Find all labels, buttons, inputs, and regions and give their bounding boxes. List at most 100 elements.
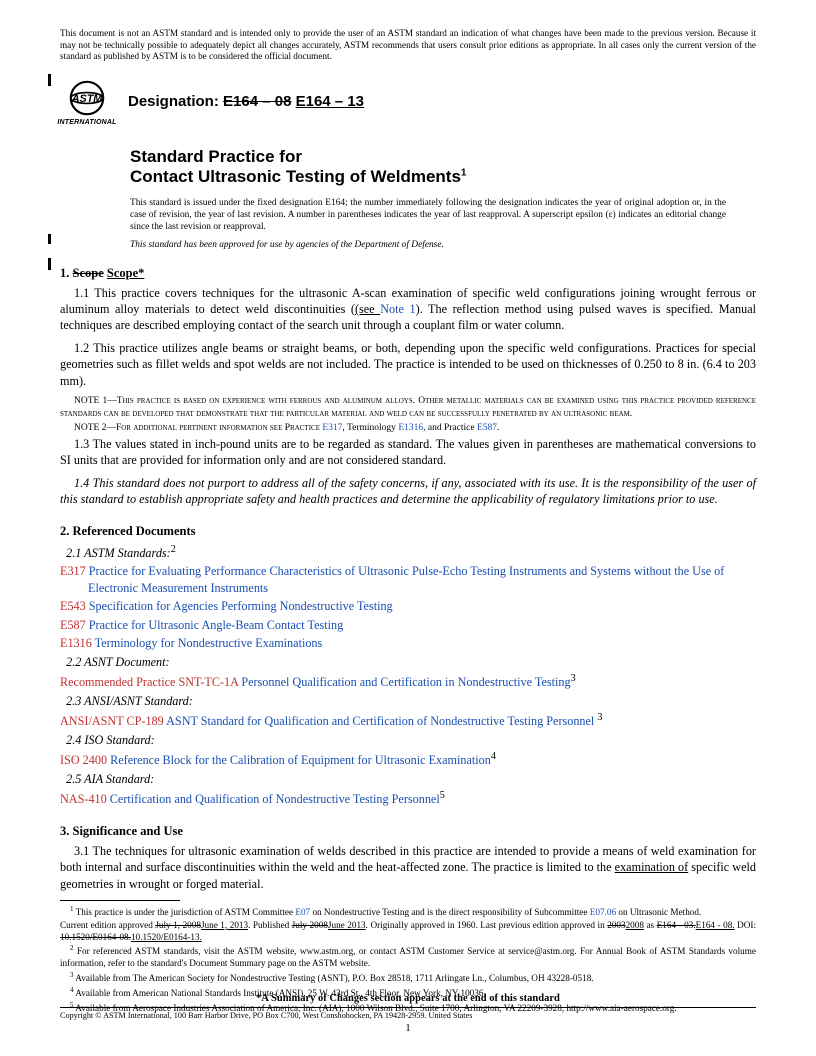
ref-iso-id: ISO 2400 (60, 753, 107, 767)
page-number: 1 (60, 1022, 756, 1034)
ref-nas-link[interactable]: Certification and Qualification of Nonde… (110, 792, 440, 806)
doc-header: ASTM INTERNATIONAL Designation: E164 – 0… (60, 75, 756, 129)
ref-nas-id: NAS-410 (60, 792, 107, 806)
ref-e317-link[interactable]: Practice for Evaluating Performance Char… (88, 564, 724, 594)
link-e587[interactable]: E587 (477, 423, 497, 433)
ref-cp189-link[interactable]: ASNT Standard for Qualification and Cert… (166, 714, 597, 728)
fn1b-u4: E164 - 08. (696, 920, 735, 930)
ref-2-2-label: 2.2 ASNT Document: (66, 655, 169, 669)
fn1b-s4: E164 - 03. (657, 920, 696, 930)
footnote-3: 3 Available from The American Society fo… (60, 971, 756, 985)
link-e1316[interactable]: E1316 (398, 423, 423, 433)
ref-2-3: 2.3 ANSI/ASNT Standard: (60, 693, 756, 709)
logo-label: INTERNATIONAL (57, 119, 116, 126)
ref-iso2400: ISO 2400 Reference Block for the Calibra… (60, 750, 756, 769)
ref-2-5-label: 2.5 AIA Standard: (66, 772, 154, 786)
ref-snt-link[interactable]: Personnel Qualification and Certificatio… (241, 675, 570, 689)
ref-e587: E587 Practice for Ultrasonic Angle-Beam … (60, 617, 756, 633)
designation-label: Designation: (128, 93, 219, 110)
title-line-1: Standard Practice for (130, 147, 756, 167)
ref-cp189: ANSI/ASNT CP-189 ASNT Standard for Quali… (60, 711, 756, 730)
change-bar (48, 258, 51, 270)
footnote-1: 1 This practice is under the jurisdictio… (60, 905, 756, 919)
note-2: NOTE 2—For additional pertinent informat… (60, 422, 756, 434)
ref-nas410: NAS-410 Certification and Qualification … (60, 789, 756, 808)
astm-logo-icon: ASTM (60, 77, 114, 119)
ref-e543-id: E543 (60, 599, 86, 613)
note1-text: NOTE 1—This practice is based on experie… (60, 396, 756, 418)
ref-2-4-label: 2.4 ISO Standard: (66, 733, 155, 747)
ref-2-5: 2.5 AIA Standard: (60, 771, 756, 787)
fn1b-a: Current edition approved (60, 920, 155, 930)
section-1-old: Scope (73, 266, 104, 280)
footnote-rule (60, 900, 180, 901)
dod-approval-note: This standard has been approved for use … (130, 240, 756, 250)
svg-text:ASTM: ASTM (71, 93, 104, 105)
ref-2-1-label: 2.1 ASTM Standards: (66, 546, 171, 560)
p31-inserted: examination of (615, 860, 689, 874)
page-root: This document is not an ASTM standard an… (0, 0, 816, 1056)
redline-disclaimer: This document is not an ASTM standard an… (60, 28, 756, 63)
ref-2-1: 2.1 ASTM Standards:2 (60, 543, 756, 562)
fn1b-d: as (644, 920, 657, 930)
p11-inserted: (see (355, 302, 380, 316)
ref-2-2: 2.2 ASNT Document: (60, 654, 756, 670)
footnote-1b: Current edition approved July 1, 2008Jun… (60, 920, 756, 944)
note2-a: NOTE 2—For additional pertinent informat… (74, 423, 322, 433)
ref-e1316-link[interactable]: Terminology for Nondestructive Examinati… (95, 636, 323, 650)
note2-c: , and Practice (423, 423, 477, 433)
ref-2-3-label: 2.3 ANSI/ASNT Standard: (66, 694, 193, 708)
fn2-text: For referenced ASTM standards, visit the… (60, 946, 756, 968)
ref-e1316-id: E1316 (60, 636, 92, 650)
fn1-link-e0706[interactable]: E07.06 (590, 907, 616, 917)
note-1: NOTE 1—This practice is based on experie… (60, 395, 756, 419)
fn1b-u3: 2008 (626, 920, 644, 930)
page-footer: *A Summary of Changes section appears at… (60, 993, 756, 1034)
change-bar (48, 234, 51, 244)
para-1-2: 1.2 This practice utilizes angle beams o… (60, 340, 756, 389)
ref-e543-link[interactable]: Specification for Agencies Performing No… (89, 599, 393, 613)
designation-line: Designation: E164 – 08 E164 – 13 (128, 93, 364, 110)
ref-e317: E317 Practice for Evaluating Performance… (60, 563, 756, 596)
para-1-1: 1.1 This practice covers techniques for … (60, 285, 756, 334)
ref-e543: E543 Specification for Agencies Performi… (60, 598, 756, 614)
fn1-a: This practice is under the jurisdiction … (74, 907, 296, 917)
para-3-1: 3.1 The techniques for ultrasonic examin… (60, 843, 756, 892)
ref-2-4: 2.4 ISO Standard: (60, 732, 756, 748)
section-3-heading: 3. Significance and Use (60, 824, 756, 839)
fn3-text: Available from The American Society for … (74, 973, 594, 983)
footer-rule (60, 1007, 756, 1008)
title-line-2: Contact Ultrasonic Testing of Weldments1 (130, 167, 756, 187)
designation-new: E164 – 13 (296, 93, 364, 110)
title-block: Standard Practice for Contact Ultrasonic… (130, 147, 756, 187)
para-1-4: 1.4 This standard does not purport to ad… (60, 475, 756, 508)
fn1b-u1: June 1, 2013 (201, 920, 248, 930)
change-bar (48, 74, 51, 86)
ref-e317-id: E317 (60, 564, 86, 578)
copyright-line: Copyright © ASTM International, 100 Barr… (60, 1011, 756, 1020)
para-1-3: 1.3 The values stated in inch-pound unit… (60, 436, 756, 469)
note1-link[interactable]: Note 1 (380, 302, 415, 316)
title-text: Contact Ultrasonic Testing of Weldments (130, 167, 461, 186)
ref-iso-link[interactable]: Reference Block for the Calibration of E… (110, 753, 491, 767)
issuance-note: This standard is issued under the fixed … (130, 197, 726, 234)
fn1b-s2: July 2008 (292, 920, 328, 930)
designation-old: E164 – 08 (223, 93, 291, 110)
section-1-num: 1. (60, 266, 73, 280)
ref-e587-link[interactable]: Practice for Ultrasonic Angle-Beam Conta… (89, 618, 343, 632)
ref-snt-id: Recommended Practice SNT-TC-1A (60, 675, 238, 689)
note2-b: , Terminology (342, 423, 398, 433)
footnote-2: 2 For referenced ASTM standards, visit t… (60, 944, 756, 970)
fn1-b: on Nondestructive Testing and is the dir… (310, 907, 590, 917)
section-2-heading: 2. Referenced Documents (60, 524, 756, 539)
fn1b-s3: 2003 (607, 920, 625, 930)
title-footnote-mark: 1 (461, 167, 467, 178)
link-e317[interactable]: E317 (322, 423, 342, 433)
fn1b-s5: 10.1520/E0164-08. (60, 932, 131, 942)
fn1-link-e07[interactable]: E07 (295, 907, 310, 917)
summary-of-changes-note: *A Summary of Changes section appears at… (60, 993, 756, 1004)
ref-e1316: E1316 Terminology for Nondestructive Exa… (60, 635, 756, 651)
fn1b-u5: 10.1520/E0164-13. (131, 932, 202, 942)
ref-cp189-id: ANSI/ASNT CP-189 (60, 714, 164, 728)
ref-e587-id: E587 (60, 618, 86, 632)
